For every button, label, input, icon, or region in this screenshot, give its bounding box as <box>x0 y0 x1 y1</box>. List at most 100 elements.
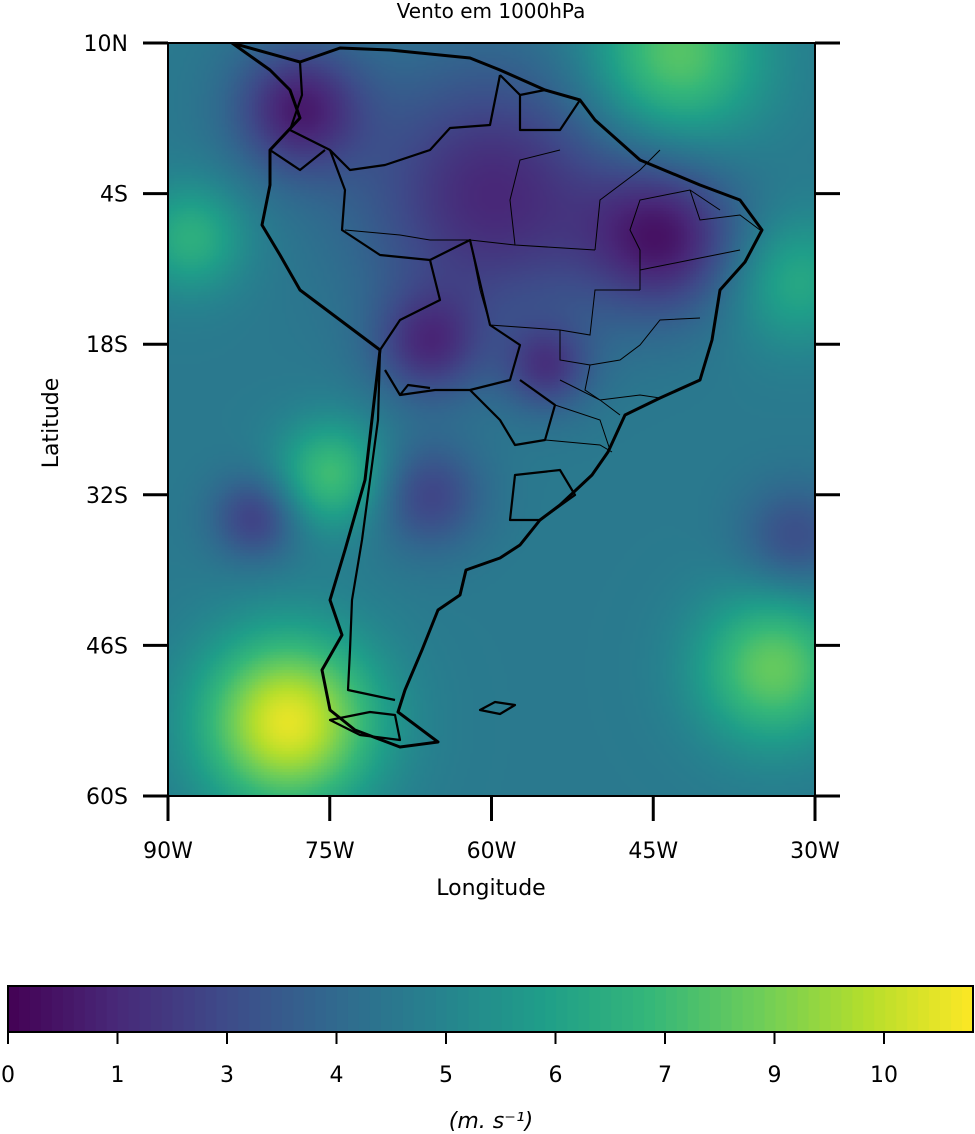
border-uruguay <box>508 468 577 522</box>
colorbar-swatch <box>73 986 86 1032</box>
y-tick-label: 18S <box>86 333 128 358</box>
colorbar-swatch <box>863 986 875 1032</box>
colorbar-swatch <box>918 986 930 1032</box>
colorbar-swatch <box>468 986 481 1032</box>
x-tick-label: 60W <box>467 839 517 864</box>
colorbar-tick-label: 7 <box>658 1063 672 1088</box>
colorbar-swatch <box>380 986 393 1032</box>
colorbar-swatch <box>523 986 535 1032</box>
colorbar-swatch <box>95 986 108 1032</box>
colorbar-tick-label: 3 <box>220 1063 234 1088</box>
colorbar-swatch <box>654 986 667 1032</box>
colorbar-swatch <box>907 986 919 1032</box>
colorbar-tick-label: 6 <box>549 1063 563 1088</box>
colorbar-swatch <box>51 986 64 1032</box>
falklands <box>478 700 517 716</box>
colorbar-swatch <box>545 986 557 1032</box>
colorbar-label: (m. s⁻¹) <box>449 1109 533 1134</box>
colorbar-swatch <box>260 986 272 1032</box>
colorbar-swatch <box>62 986 75 1032</box>
colorbar-swatch <box>611 986 623 1032</box>
colorbar-swatch <box>786 986 799 1032</box>
colorbar-tick-label: 9 <box>768 1063 782 1088</box>
colorbar-tick-label: 4 <box>330 1063 344 1088</box>
colorbar-frame <box>7 985 974 1033</box>
colorbar-swatch <box>249 986 261 1032</box>
colorbar-swatch <box>731 986 744 1032</box>
colorbar-swatch <box>216 986 228 1032</box>
colorbar-swatch <box>315 986 327 1032</box>
colorbar-swatch <box>698 986 711 1032</box>
x-tick-label: 45W <box>628 839 678 864</box>
colorbar-swatch <box>764 986 777 1032</box>
colorbar-swatch <box>424 986 437 1032</box>
x-axis-label: Longitude <box>436 876 545 901</box>
colorbar-tick-label: 0 <box>1 1063 15 1088</box>
colorbar-tick-label: 1 <box>111 1063 125 1088</box>
colorbar-swatch <box>896 986 908 1032</box>
colorbar-swatch <box>567 986 579 1032</box>
colorbar-swatch <box>633 986 645 1032</box>
colorbar-swatch <box>391 986 404 1032</box>
y-tick-label: 60S <box>86 785 128 810</box>
colorbar-swatch <box>775 986 788 1032</box>
border-ecuador-peru <box>269 149 326 172</box>
south-america-coastline <box>230 43 764 749</box>
colorbar-swatch <box>358 986 371 1032</box>
colorbar-swatch <box>479 986 492 1032</box>
colorbar-swatch <box>622 986 634 1032</box>
colorbar-swatch <box>293 986 305 1032</box>
colorbar-swatch <box>512 986 524 1032</box>
border-peru-brazil-bolivia <box>328 149 442 351</box>
colorbar-swatch <box>589 986 601 1032</box>
colorbar-swatch <box>205 986 217 1032</box>
colorbar-swatch <box>940 986 952 1032</box>
colorbar-tick-label: 5 <box>439 1063 453 1088</box>
colorbar-swatch <box>501 986 514 1032</box>
colorbar-swatch <box>183 986 196 1032</box>
colorbar-swatch <box>106 986 119 1032</box>
colorbar-swatch <box>556 986 568 1032</box>
colorbar-swatch <box>841 986 853 1032</box>
colorbar-swatch <box>271 986 283 1032</box>
y-tick-label: 46S <box>86 634 128 659</box>
colorbar-swatch <box>676 986 689 1032</box>
x-tick-label: 30W <box>790 839 840 864</box>
colorbar-swatch <box>457 986 470 1032</box>
border-bolivia <box>384 238 522 397</box>
x-axis: 90W 75W 60W 45W 30W <box>143 796 840 864</box>
colorbar-swatch <box>161 986 174 1032</box>
colorbar-swatch <box>369 986 382 1032</box>
x-tick-label: 75W <box>305 839 355 864</box>
brazil-state-borders <box>344 149 761 453</box>
colorbar-swatch <box>929 986 941 1032</box>
colorbar-swatch <box>885 986 897 1032</box>
colorbar-swatch <box>874 986 886 1032</box>
map-area: 90W 75W 60W 45W 30W 10N 4S 18S 32S 46S 60S <box>84 32 841 864</box>
colorbar-ticks: 0 1 3 4 5 6 7 9 10 <box>1 1032 898 1088</box>
wind-speed-field <box>168 43 815 796</box>
colorbar-swatch <box>29 986 42 1032</box>
border-guianas <box>499 74 581 132</box>
colorbar-swatch <box>951 986 963 1032</box>
colorbar-swatch <box>413 986 426 1032</box>
colorbar-swatch <box>490 986 503 1032</box>
colorbar-swatch <box>40 986 53 1032</box>
colorbar-swatch <box>720 986 733 1032</box>
colorbar-swatch <box>600 986 612 1032</box>
colorbar-swatch <box>808 986 821 1032</box>
colorbar-swatch <box>819 986 832 1032</box>
colorbar-swatch <box>709 986 722 1032</box>
border-argentina-chile <box>346 349 396 702</box>
colorbar-swatch <box>347 986 360 1032</box>
country-borders <box>230 43 764 749</box>
x-tick-label: 90W <box>143 839 193 864</box>
tierra-del-fuego <box>328 710 402 742</box>
colorbar-swatch <box>534 986 546 1032</box>
y-axis: 10N 4S 18S 32S 46S 60S <box>84 32 840 810</box>
colorbar-swatch <box>227 986 239 1032</box>
colorbar-swatch <box>326 986 338 1032</box>
colorbar-swatch <box>665 986 678 1032</box>
colorbar-swatch <box>852 986 864 1032</box>
